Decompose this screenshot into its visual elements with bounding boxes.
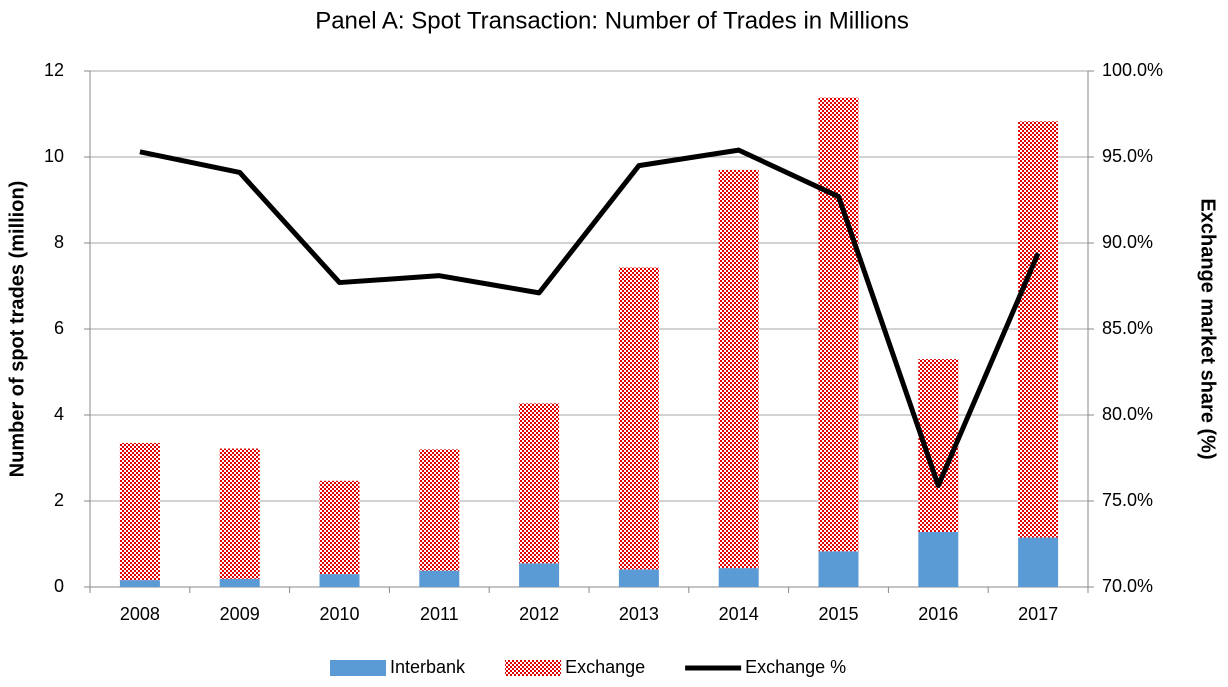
bar bbox=[818, 551, 859, 587]
legend-swatch bbox=[505, 660, 562, 676]
chart-title: Panel A: Spot Transaction: Number of Tra… bbox=[315, 7, 909, 34]
y-tick-label: 12 bbox=[44, 60, 64, 80]
bar bbox=[219, 578, 260, 587]
bar bbox=[519, 403, 560, 564]
bar bbox=[718, 169, 759, 569]
y2-tick-label: 95.0% bbox=[1102, 146, 1153, 166]
bar bbox=[519, 563, 560, 587]
bar bbox=[1018, 121, 1059, 538]
y-tick-label: 4 bbox=[54, 404, 64, 424]
y-tick-label: 2 bbox=[54, 490, 64, 510]
x-tick-label: 2010 bbox=[319, 604, 359, 624]
x-tick-label: 2011 bbox=[420, 604, 459, 624]
bar bbox=[319, 574, 360, 587]
y-tick-label: 0 bbox=[54, 576, 64, 596]
y2-tick-label: 70.0% bbox=[1102, 576, 1153, 596]
bar bbox=[1018, 537, 1059, 587]
bar bbox=[618, 267, 659, 570]
legend-swatch bbox=[330, 660, 386, 676]
bar bbox=[618, 569, 659, 587]
y-tick-label: 6 bbox=[54, 318, 64, 338]
y-tick-label: 10 bbox=[44, 146, 64, 166]
bar bbox=[718, 568, 759, 587]
bar bbox=[419, 449, 460, 571]
bar bbox=[818, 97, 859, 552]
x-tick-label: 2012 bbox=[519, 604, 559, 624]
bar bbox=[119, 580, 160, 587]
legend-label: Interbank bbox=[390, 657, 466, 677]
bar bbox=[918, 531, 959, 587]
x-tick-label: 2015 bbox=[818, 604, 858, 624]
x-tick-label: 2009 bbox=[220, 604, 260, 624]
y2-tick-label: 75.0% bbox=[1102, 490, 1153, 510]
bar bbox=[419, 570, 460, 587]
legend-label: Exchange bbox=[565, 657, 645, 677]
bar bbox=[219, 448, 260, 579]
y-axis-title: Number of spot trades (million) bbox=[6, 181, 28, 478]
legend-label: Exchange % bbox=[745, 657, 846, 677]
line bbox=[139, 147, 1041, 489]
y2-tick-label: 100.0% bbox=[1102, 60, 1163, 80]
x-tick-label: 2008 bbox=[120, 604, 160, 624]
bar bbox=[119, 442, 160, 581]
x-tick-label: 2017 bbox=[1018, 604, 1058, 624]
y2-tick-label: 80.0% bbox=[1102, 404, 1153, 424]
x-tick-label: 2016 bbox=[918, 604, 958, 624]
x-tick-label: 2013 bbox=[619, 604, 659, 624]
bar bbox=[319, 480, 360, 575]
y-tick-label: 8 bbox=[54, 232, 64, 252]
y2-tick-label: 90.0% bbox=[1102, 232, 1153, 252]
y2-axis-title: Exchange market share (%) bbox=[1197, 198, 1219, 459]
x-tick-label: 2014 bbox=[719, 604, 759, 624]
y2-tick-label: 85.0% bbox=[1102, 318, 1153, 338]
